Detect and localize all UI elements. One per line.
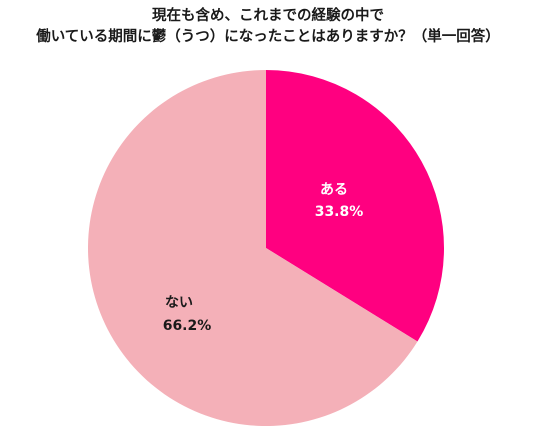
chart-title-line-2: 働いている期間に鬱（うつ）になったことはありますか？（単一回答） — [36, 29, 500, 45]
slice-label-aru: ある — [320, 182, 348, 198]
chart-title-line-1: 現在も含め、これまでの経験の中で — [152, 8, 384, 24]
slice-value-nai: 66.2% — [163, 318, 212, 334]
pie-slice-aru — [266, 70, 445, 342]
slice-value-aru: 33.8% — [315, 204, 364, 220]
slice-label-nai: ない — [165, 295, 193, 311]
chart-title: 現在も含め、これまでの経験の中で 働いている期間に鬱（うつ）になったことはありま… — [0, 6, 536, 48]
pie-slice-nai — [88, 70, 418, 426]
